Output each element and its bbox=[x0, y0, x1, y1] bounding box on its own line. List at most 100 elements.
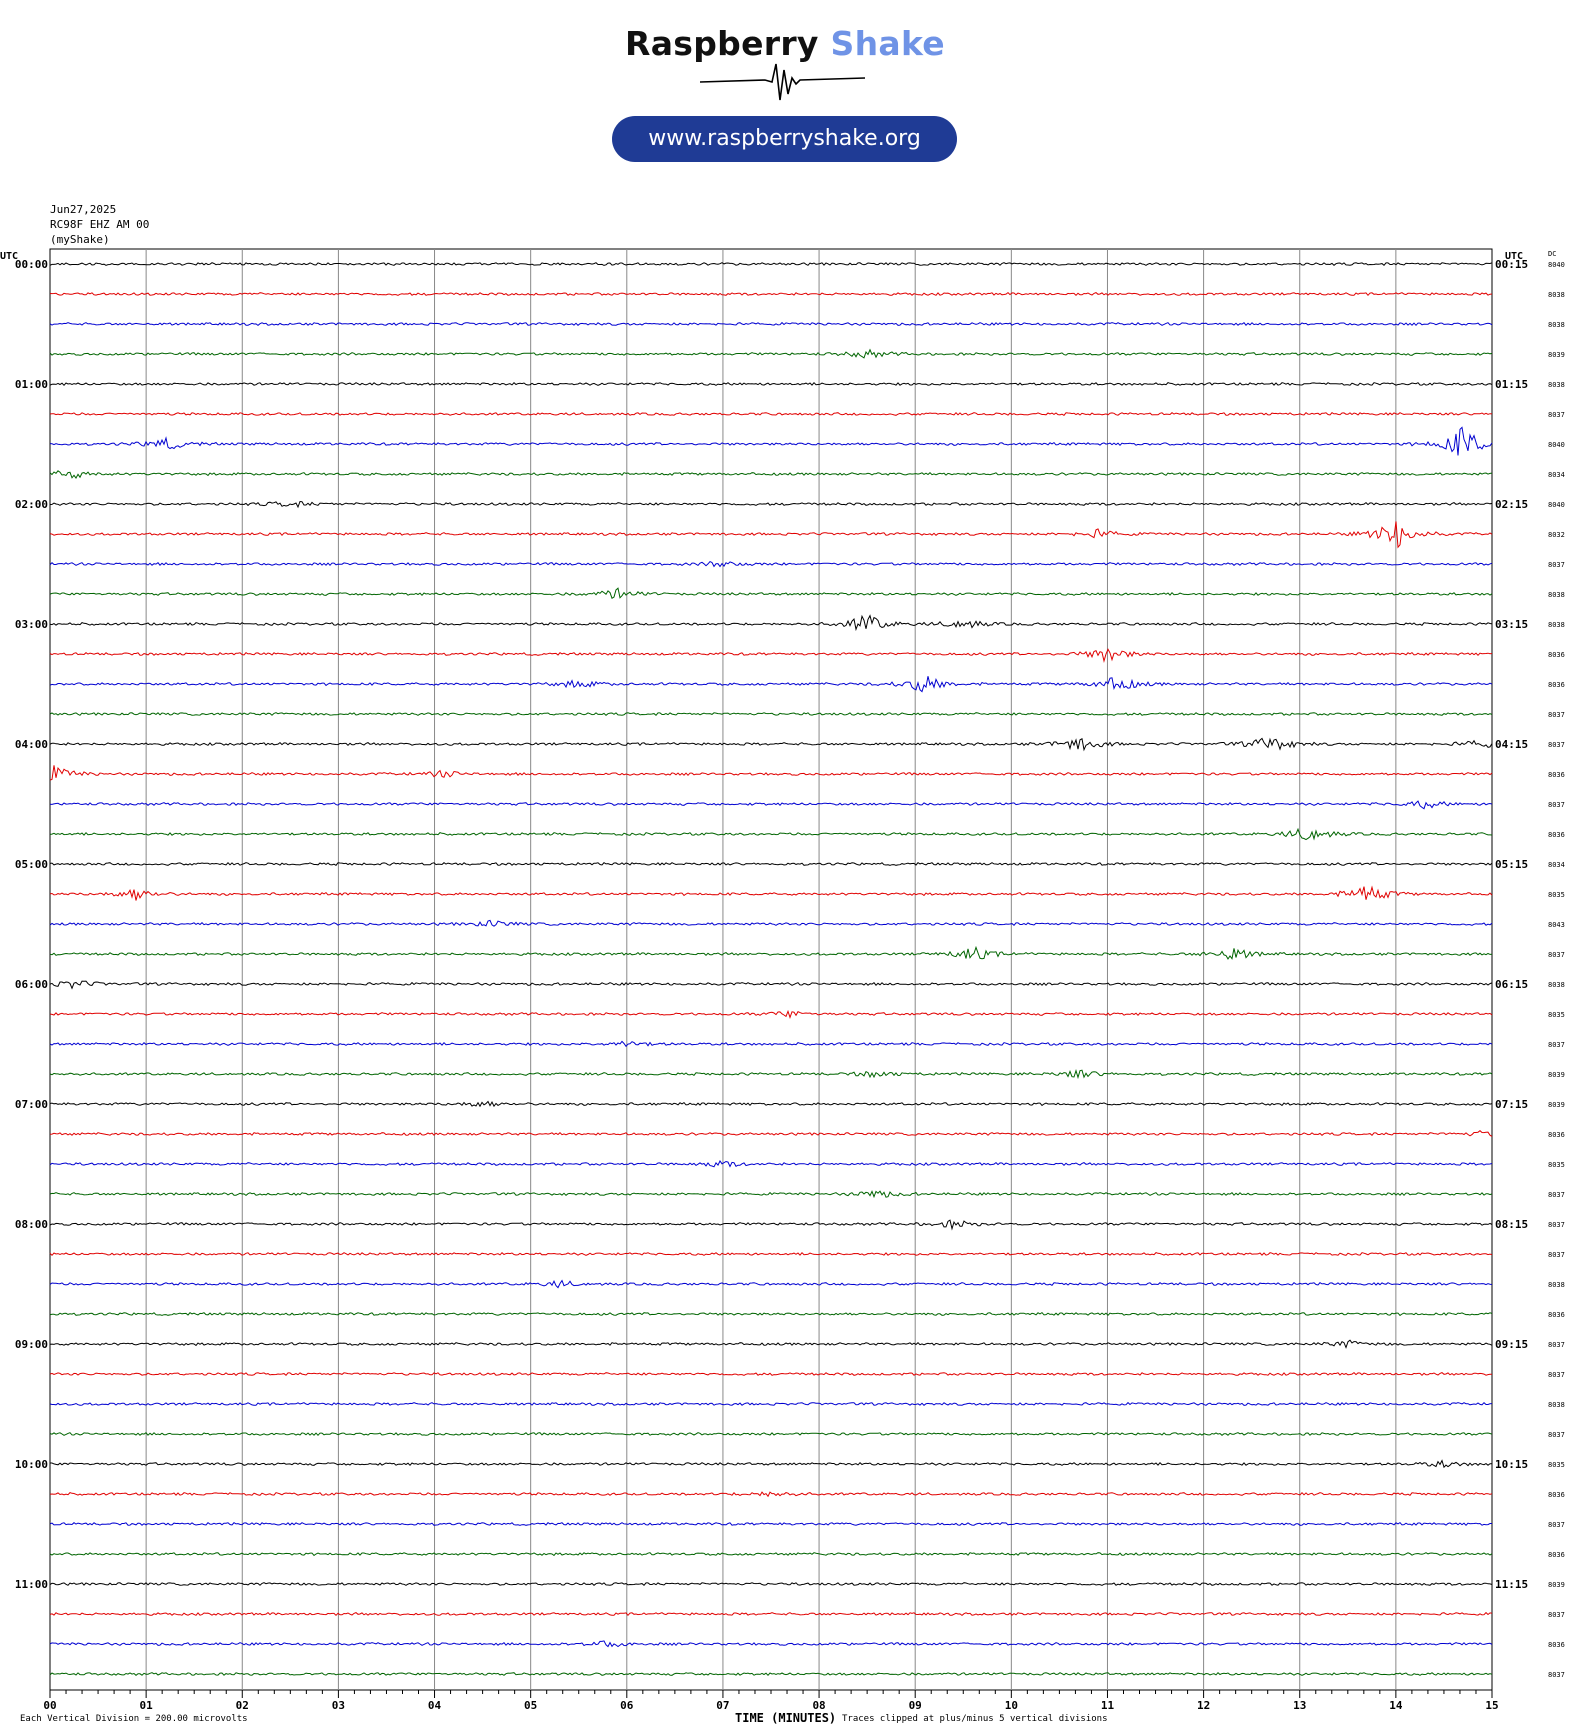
seismic-trace bbox=[49, 1432, 1493, 1437]
seismic-trace bbox=[49, 1339, 1493, 1349]
seismic-trace bbox=[49, 1069, 1493, 1080]
x-tick-label: 02 bbox=[236, 1699, 249, 1712]
seismic-trace bbox=[49, 1040, 1493, 1048]
plot-frame bbox=[49, 248, 1493, 1691]
seismic-trace bbox=[49, 1100, 1493, 1108]
dc-value: 8037 bbox=[1548, 741, 1565, 749]
station-code: RC98F EHZ AM 00 bbox=[50, 218, 150, 231]
seismic-trace bbox=[49, 1640, 1493, 1648]
dc-value: 8037 bbox=[1548, 561, 1565, 569]
website-url-badge[interactable]: www.raspberryshake.org bbox=[612, 116, 957, 162]
x-tick-label: 00 bbox=[43, 1699, 56, 1712]
seismic-trace bbox=[49, 648, 1493, 663]
dc-value: 8036 bbox=[1548, 1641, 1565, 1649]
seismic-trace bbox=[49, 1582, 1493, 1587]
x-tick-label: 07 bbox=[716, 1699, 729, 1712]
seismic-trace bbox=[49, 765, 1493, 781]
x-tick-label: 06 bbox=[620, 1699, 634, 1712]
dc-value: 8036 bbox=[1548, 651, 1565, 659]
seismic-trace bbox=[49, 321, 1493, 327]
hour-label-right: 00:15 bbox=[1495, 258, 1528, 271]
seismic-trace bbox=[49, 614, 1493, 632]
hour-label-left: 11:00 bbox=[15, 1578, 48, 1591]
x-tick-label: 11 bbox=[1101, 1699, 1115, 1712]
dc-value: 8040 bbox=[1548, 441, 1565, 449]
seismic-trace bbox=[49, 262, 1493, 267]
hour-label-left: 09:00 bbox=[15, 1338, 48, 1351]
seismic-trace bbox=[49, 411, 1493, 416]
x-tick-label: 05 bbox=[524, 1699, 537, 1712]
seismic-trace bbox=[49, 737, 1493, 752]
dc-value: 8039 bbox=[1548, 1101, 1565, 1109]
dc-value: 8035 bbox=[1548, 1161, 1565, 1169]
hour-label-right: 11:15 bbox=[1495, 1578, 1528, 1591]
hour-label-left: 03:00 bbox=[15, 618, 48, 631]
seismic-trace bbox=[49, 827, 1493, 841]
dc-value: 8037 bbox=[1548, 1671, 1565, 1679]
dc-value: 8034 bbox=[1548, 471, 1565, 479]
dc-value: 8038 bbox=[1548, 381, 1565, 389]
seismic-trace bbox=[49, 1371, 1493, 1377]
brand-word-1: Raspberry bbox=[625, 24, 819, 63]
dc-value: 8032 bbox=[1548, 531, 1565, 539]
seismic-trace bbox=[49, 1401, 1493, 1407]
hour-label-right: 03:15 bbox=[1495, 618, 1528, 631]
hour-label-left: 08:00 bbox=[15, 1218, 48, 1231]
seismic-trace bbox=[49, 1160, 1493, 1168]
dc-value: 8035 bbox=[1548, 1011, 1565, 1019]
dc-value: 8039 bbox=[1548, 351, 1565, 359]
dc-value: 8038 bbox=[1548, 291, 1565, 299]
dc-value: 8035 bbox=[1548, 891, 1565, 899]
hour-label-right: 10:15 bbox=[1495, 1458, 1528, 1471]
x-tick-label: 08 bbox=[812, 1699, 825, 1712]
seismic-trace bbox=[49, 1279, 1493, 1289]
brand-word-2: Shake bbox=[830, 24, 945, 63]
brand-title: Raspberry Shake bbox=[0, 24, 1570, 63]
x-tick-label: 04 bbox=[428, 1699, 442, 1712]
hour-label-left: 06:00 bbox=[15, 978, 48, 991]
x-tick-label: 01 bbox=[140, 1699, 154, 1712]
hour-label-right: 08:15 bbox=[1495, 1218, 1528, 1231]
dc-value: 8037 bbox=[1548, 1431, 1565, 1439]
dc-value: 8036 bbox=[1548, 1311, 1565, 1319]
dc-value: 8037 bbox=[1548, 1221, 1565, 1229]
station-metadata: Jun27,2025 RC98F EHZ AM 00 (myShake) bbox=[50, 202, 149, 247]
dc-value: 8037 bbox=[1548, 1521, 1565, 1529]
seismic-trace bbox=[49, 676, 1493, 693]
hour-label-right: 02:15 bbox=[1495, 498, 1528, 511]
hour-label-left: 00:00 bbox=[15, 258, 48, 271]
seismic-trace bbox=[49, 1009, 1493, 1019]
x-tick-label: 12 bbox=[1197, 1699, 1210, 1712]
seismic-trace bbox=[49, 521, 1493, 549]
seismic-trace bbox=[49, 500, 1493, 509]
x-tick-label: 10 bbox=[1005, 1699, 1018, 1712]
dc-value: 8037 bbox=[1548, 951, 1565, 959]
hour-label-left: 05:00 bbox=[15, 858, 48, 871]
dc-value: 8038 bbox=[1548, 1401, 1565, 1409]
seismic-trace bbox=[49, 885, 1493, 901]
x-tick-label: 14 bbox=[1389, 1699, 1403, 1712]
x-tick-label: 09 bbox=[909, 1699, 922, 1712]
hour-label-left: 07:00 bbox=[15, 1098, 48, 1111]
dc-column-label: DC bbox=[1548, 250, 1556, 258]
seismic-trace bbox=[50, 1459, 1493, 1469]
seismic-trace bbox=[49, 291, 1493, 297]
seismic-trace bbox=[49, 1491, 1493, 1498]
right-axis-label: UTC bbox=[1505, 251, 1523, 262]
dc-value: 8038 bbox=[1548, 621, 1565, 629]
network-name: (myShake) bbox=[50, 233, 110, 246]
dc-value: 8036 bbox=[1548, 1551, 1565, 1559]
dc-value: 8043 bbox=[1548, 921, 1565, 929]
dc-value: 8038 bbox=[1548, 591, 1565, 599]
seismic-trace bbox=[49, 919, 1493, 927]
dc-value: 8037 bbox=[1548, 801, 1565, 809]
seismic-trace bbox=[49, 560, 1493, 568]
dc-value: 8037 bbox=[1548, 711, 1565, 719]
seismic-trace bbox=[49, 426, 1493, 456]
dc-value: 8036 bbox=[1548, 681, 1565, 689]
seismic-trace bbox=[49, 1611, 1493, 1617]
hour-label-left: 02:00 bbox=[15, 498, 48, 511]
dc-value: 8037 bbox=[1548, 1191, 1565, 1199]
dc-value: 8038 bbox=[1548, 321, 1565, 329]
seismic-trace bbox=[49, 1219, 1493, 1231]
